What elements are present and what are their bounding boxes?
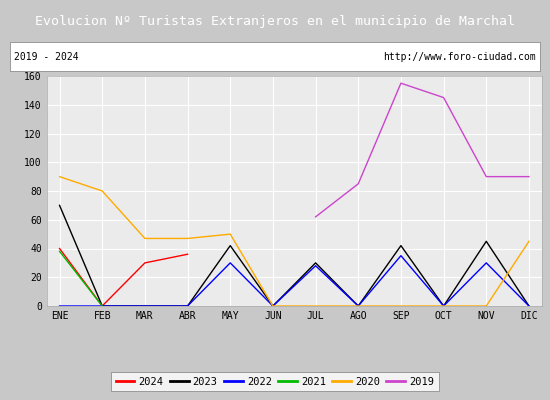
2022 <box>227 260 234 265</box>
2023 <box>312 260 319 265</box>
2019 <box>483 174 490 179</box>
2020 <box>526 239 532 244</box>
2020 <box>56 174 63 179</box>
2023 <box>398 243 404 248</box>
2023 <box>441 304 447 308</box>
2019 <box>441 95 447 100</box>
Line: 2022: 2022 <box>59 256 529 306</box>
2020 <box>355 304 361 308</box>
2023 <box>184 304 191 308</box>
2022 <box>526 304 532 308</box>
2022 <box>141 304 148 308</box>
2023 <box>270 304 276 308</box>
2022 <box>99 304 106 308</box>
Line: 2023: 2023 <box>59 205 529 306</box>
2020 <box>99 189 106 194</box>
2019 <box>526 174 532 179</box>
2022 <box>184 304 191 308</box>
2020 <box>441 304 447 308</box>
2023 <box>227 243 234 248</box>
2022 <box>312 263 319 268</box>
2022 <box>441 304 447 308</box>
2024 <box>99 304 106 308</box>
2023 <box>526 304 532 308</box>
Line: 2019: 2019 <box>316 83 529 217</box>
2019 <box>355 182 361 186</box>
Text: 2019 - 2024: 2019 - 2024 <box>14 52 79 62</box>
2023 <box>141 304 148 308</box>
2022 <box>270 304 276 308</box>
2022 <box>398 253 404 258</box>
2020 <box>483 304 490 308</box>
2022 <box>483 260 490 265</box>
2022 <box>56 304 63 308</box>
2023 <box>355 304 361 308</box>
2020 <box>141 236 148 241</box>
2020 <box>184 236 191 241</box>
Text: Evolucion Nº Turistas Extranjeros en el municipio de Marchal: Evolucion Nº Turistas Extranjeros en el … <box>35 14 515 28</box>
2023 <box>99 304 106 308</box>
2023 <box>56 203 63 208</box>
Legend: 2024, 2023, 2022, 2021, 2020, 2019: 2024, 2023, 2022, 2021, 2020, 2019 <box>112 372 438 391</box>
2024 <box>141 260 148 265</box>
2020 <box>270 304 276 308</box>
2024 <box>184 252 191 257</box>
2020 <box>398 304 404 308</box>
Line: 2021: 2021 <box>59 251 102 306</box>
2020 <box>227 232 234 236</box>
2021 <box>56 249 63 254</box>
Line: 2024: 2024 <box>59 248 188 306</box>
Line: 2020: 2020 <box>59 177 529 306</box>
2022 <box>355 304 361 308</box>
Text: http://www.foro-ciudad.com: http://www.foro-ciudad.com <box>383 52 536 62</box>
2020 <box>312 304 319 308</box>
2023 <box>483 239 490 244</box>
2021 <box>99 304 106 308</box>
2019 <box>398 81 404 86</box>
2024 <box>56 246 63 251</box>
2019 <box>312 214 319 219</box>
